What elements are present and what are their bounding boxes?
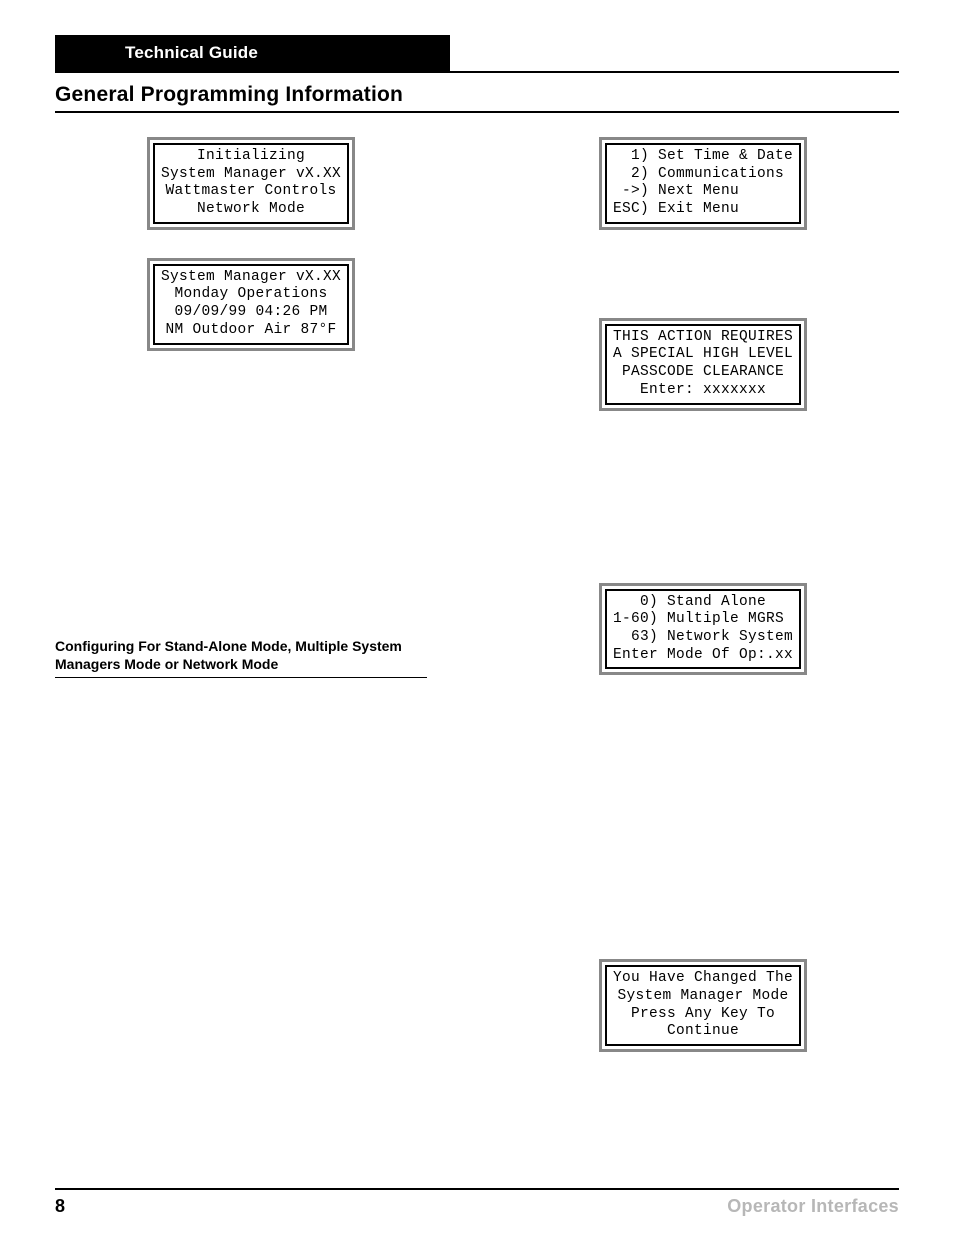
header-bar: Technical Guide xyxy=(55,35,899,73)
right-column: 1) Set Time & Date 2) Communications ->)… xyxy=(507,131,899,1080)
left-column: Initializing System Manager vX.XX Wattma… xyxy=(55,131,447,1080)
lcd-screen-initializing: Initializing System Manager vX.XX Wattma… xyxy=(55,137,447,230)
document-page: Technical Guide General Programming Info… xyxy=(0,0,954,1235)
footer-label: Operator Interfaces xyxy=(727,1196,899,1217)
lcd-screen-mode-select: 0) Stand Alone 1-60) Multiple MGRS 63) N… xyxy=(507,583,899,676)
content-columns: Initializing System Manager vX.XX Wattma… xyxy=(55,131,899,1080)
lcd-screen-status: System Manager vX.XX Monday Operations 0… xyxy=(55,258,447,351)
lcd-screen-passcode: THIS ACTION REQUIRES A SPECIAL HIGH LEVE… xyxy=(507,318,899,411)
lcd-screen-menu: 1) Set Time & Date 2) Communications ->)… xyxy=(507,137,899,230)
section-title: General Programming Information xyxy=(55,83,899,113)
technical-guide-tab: Technical Guide xyxy=(55,35,450,71)
page-number: 8 xyxy=(55,1196,65,1217)
spacer xyxy=(55,379,447,619)
spacer xyxy=(507,258,899,312)
spacer xyxy=(507,703,899,953)
page-footer: 8 Operator Interfaces xyxy=(55,1188,899,1217)
lcd-screen-confirmation: You Have Changed The System Manager Mode… xyxy=(507,959,899,1052)
spacer xyxy=(507,439,899,577)
configuring-subheading: Configuring For Stand-Alone Mode, Multip… xyxy=(55,637,427,679)
